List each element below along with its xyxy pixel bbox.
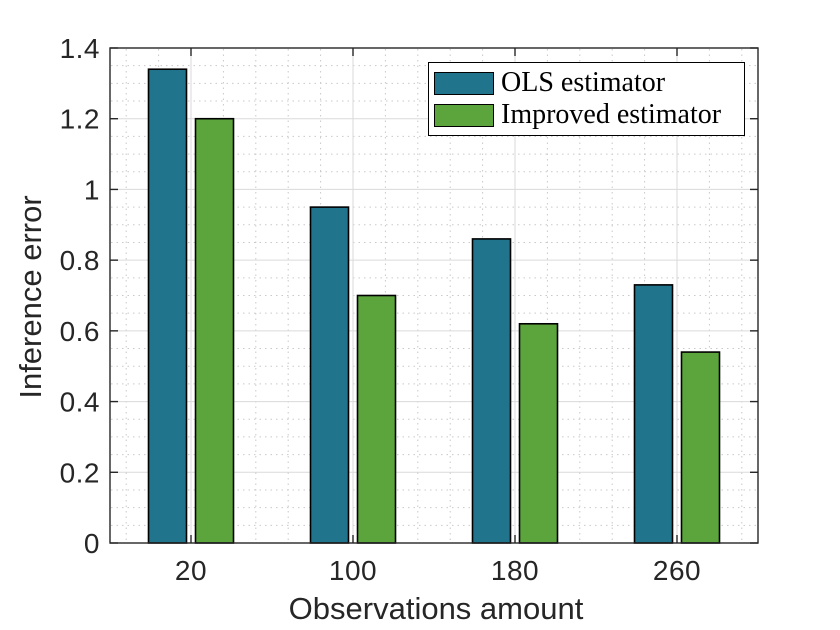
y-tick-label: 0 — [84, 528, 100, 559]
bar-ols-180 — [471, 238, 512, 544]
bar-improved-180 — [518, 322, 559, 544]
legend-label-ols: OLS estimator — [501, 67, 666, 98]
y-tick-label: 0.2 — [60, 457, 100, 488]
legend-row-improved: Improved estimator — [434, 99, 744, 130]
legend: OLS estimator Improved estimator — [428, 62, 745, 136]
x-tick-label: 100 — [329, 555, 377, 586]
x-tick-label: 260 — [653, 555, 701, 586]
bar-ols-20 — [147, 68, 188, 544]
bar-improved-100 — [356, 294, 397, 544]
bar-improved-260 — [680, 351, 721, 544]
legend-swatch-ols — [434, 71, 494, 95]
plot-frame — [109, 47, 759, 544]
bar-improved-20 — [194, 117, 235, 544]
y-tick-label: 1.2 — [60, 104, 100, 135]
x-tick-label: 180 — [491, 555, 539, 586]
x-tick-label: 20 — [175, 555, 207, 586]
y-tick-label: 0.4 — [60, 387, 100, 418]
x-axis-label: Observations amount — [288, 591, 584, 626]
legend-row-ols: OLS estimator — [434, 67, 744, 98]
y-tick-label: 1.4 — [60, 33, 100, 64]
legend-label-improved: Improved estimator — [501, 99, 722, 130]
legend-swatch-improved — [434, 103, 494, 127]
bar-ols-260 — [633, 284, 674, 544]
y-tick-label: 1 — [84, 174, 100, 205]
y-axis-label: Inference error — [13, 195, 48, 399]
y-tick-label: 0.8 — [60, 245, 100, 276]
bar-ols-100 — [309, 206, 350, 544]
y-tick-label: 0.6 — [60, 316, 100, 347]
